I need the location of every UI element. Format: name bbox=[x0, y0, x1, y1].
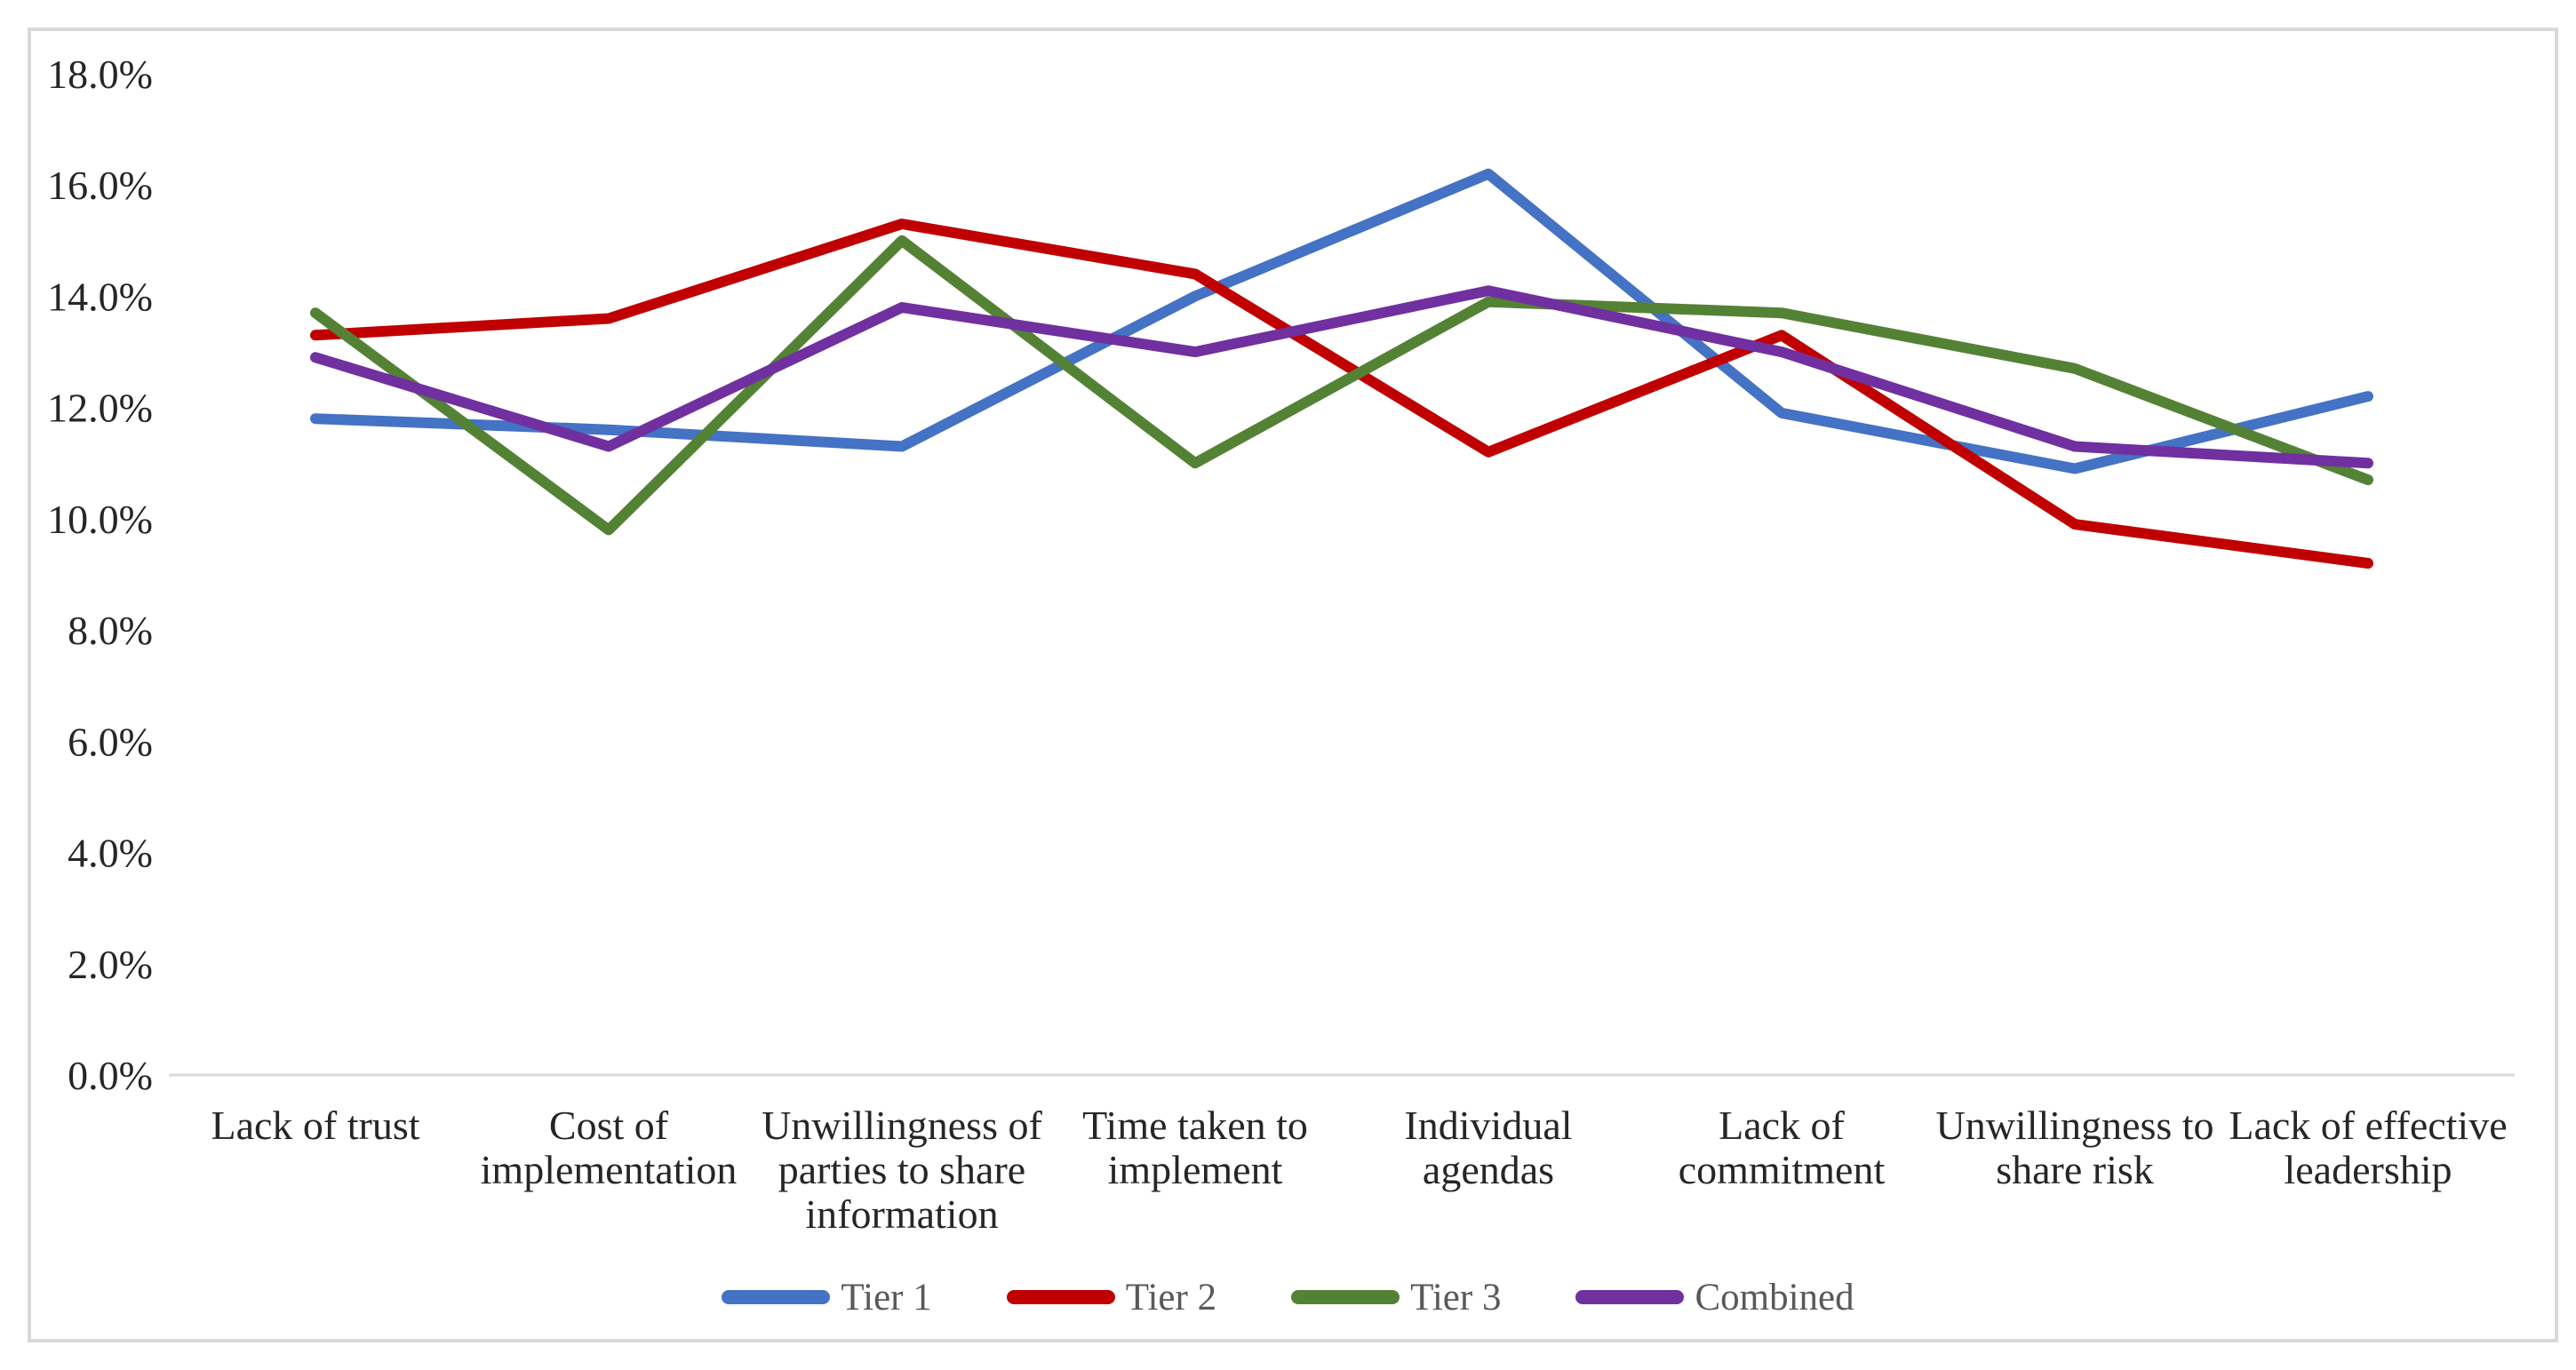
legend-label: Tier 1 bbox=[841, 1276, 932, 1318]
x-axis-category-label: Unwillingness of parties to share informat… bbox=[762, 1103, 1042, 1237]
series-line-tier-3 bbox=[310, 235, 2373, 536]
legend-swatch-icon bbox=[1291, 1290, 1400, 1304]
y-axis-tick-label: 0.0% bbox=[68, 1053, 153, 1098]
y-axis-tick-label: 6.0% bbox=[68, 719, 153, 764]
x-axis-category-label: Time taken to implement bbox=[1082, 1103, 1308, 1192]
legend-item-tier-3: Tier 3 bbox=[1291, 1276, 1501, 1319]
legend-item-tier-2: Tier 2 bbox=[1006, 1276, 1217, 1319]
chart-frame bbox=[28, 28, 2558, 1342]
legend-item-combined: Combined bbox=[1575, 1276, 1854, 1319]
y-axis-tick-label: 8.0% bbox=[68, 608, 153, 653]
y-axis-tick-label: 10.0% bbox=[47, 497, 153, 542]
legend-item-tier-1: Tier 1 bbox=[722, 1276, 932, 1319]
legend-swatch-icon bbox=[1006, 1290, 1115, 1304]
x-axis-category-label: Lack of commitment bbox=[1679, 1103, 1886, 1192]
x-axis-category-label: Lack of trust bbox=[211, 1103, 419, 1148]
legend-label: Combined bbox=[1695, 1276, 1854, 1318]
chart-legend: Tier 1 Tier 2 Tier 3 Combined bbox=[0, 1265, 2576, 1329]
legend-label: Tier 2 bbox=[1125, 1276, 1217, 1318]
y-axis-tick-label: 4.0% bbox=[68, 831, 153, 876]
x-axis-category-label: Unwillingness to share risk bbox=[1935, 1103, 2213, 1192]
legend-swatch-icon bbox=[1575, 1290, 1685, 1304]
y-axis-tick-label: 18.0% bbox=[47, 52, 153, 97]
legend-label: Tier 3 bbox=[1410, 1276, 1502, 1318]
x-axis-category-label: Cost of implementation bbox=[481, 1103, 738, 1192]
y-axis-tick-label: 16.0% bbox=[47, 163, 153, 208]
series-line-tier-1 bbox=[310, 168, 2373, 474]
y-axis-tick-label: 12.0% bbox=[47, 386, 153, 431]
series-line-tier-2 bbox=[310, 219, 2373, 569]
x-axis-category-label: Individual agendas bbox=[1404, 1103, 1572, 1192]
y-axis-tick-label: 2.0% bbox=[68, 942, 153, 987]
series-line-combined bbox=[310, 285, 2373, 469]
x-axis-category-label: Lack of effective leadership bbox=[2229, 1103, 2507, 1192]
y-axis-tick-label: 14.0% bbox=[47, 274, 153, 319]
legend-swatch-icon bbox=[722, 1290, 831, 1304]
